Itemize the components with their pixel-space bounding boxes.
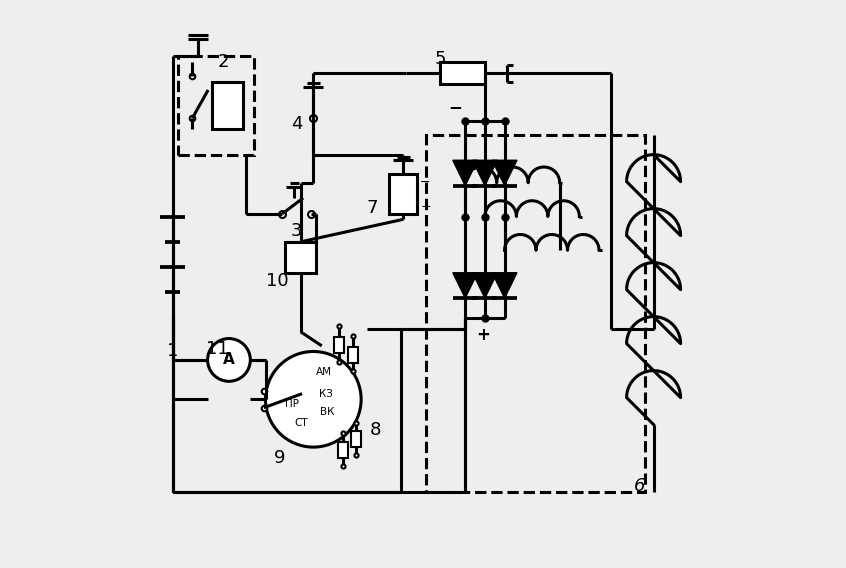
Text: 1: 1 [168,343,179,361]
Polygon shape [473,160,497,186]
Text: ВК: ВК [320,407,334,417]
Text: 10: 10 [266,272,288,290]
Polygon shape [440,62,485,84]
Text: 7: 7 [367,199,378,217]
Polygon shape [492,160,517,186]
Polygon shape [338,442,348,458]
Circle shape [207,339,250,381]
Text: 5: 5 [434,50,446,68]
Text: КЗ: КЗ [319,389,332,399]
Text: −: − [420,176,431,189]
Circle shape [266,352,361,447]
Text: A: A [223,352,235,367]
Text: +: + [420,201,431,214]
Polygon shape [473,273,497,298]
Polygon shape [492,273,517,298]
Text: 8: 8 [370,421,381,439]
Polygon shape [348,347,358,363]
Polygon shape [334,337,344,353]
Text: СТ: СТ [294,418,308,428]
Text: −: − [448,98,462,116]
Text: ПР: ПР [285,399,299,409]
Text: +: + [476,326,491,344]
Text: 6: 6 [634,478,645,495]
Polygon shape [453,273,477,298]
Text: 4: 4 [291,115,302,133]
Text: 11: 11 [206,340,229,358]
Polygon shape [350,431,360,447]
Text: 9: 9 [274,449,285,467]
Polygon shape [453,160,477,186]
Polygon shape [212,82,243,130]
Text: 2: 2 [217,53,229,71]
Polygon shape [285,242,316,273]
Text: 3: 3 [291,222,302,240]
Text: АМ: АМ [316,367,332,377]
Polygon shape [389,174,417,214]
